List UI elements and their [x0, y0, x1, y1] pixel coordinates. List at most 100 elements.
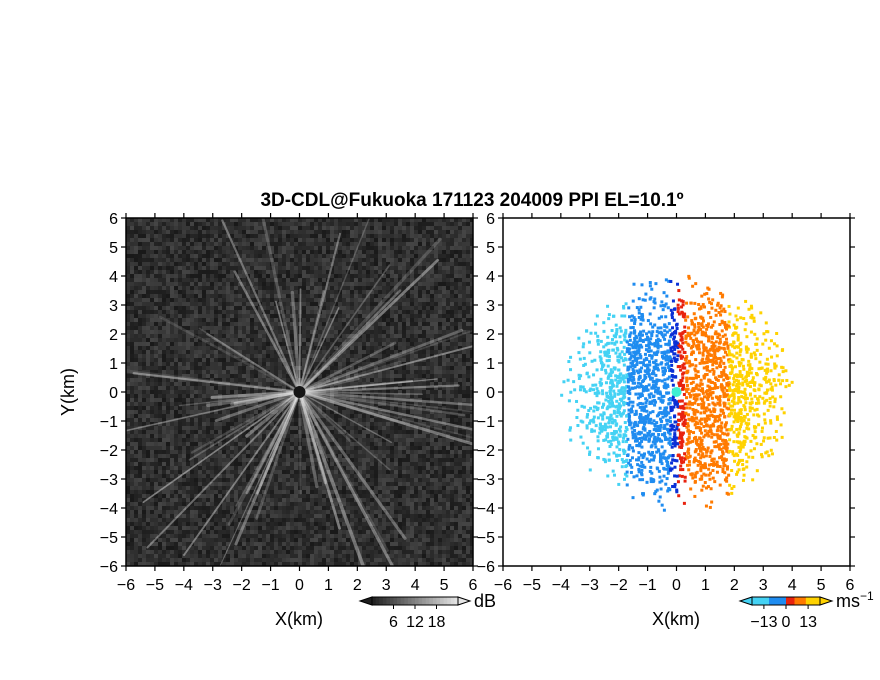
noise-pixel [370, 358, 374, 362]
noise-pixel [262, 430, 266, 434]
noise-pixel [206, 218, 210, 222]
noise-pixel [414, 422, 418, 426]
noise-pixel [394, 350, 398, 354]
noise-pixel [470, 378, 473, 382]
noise-pixel [278, 334, 282, 338]
noise-pixel [350, 330, 354, 334]
noise-pixel [286, 394, 290, 398]
noise-pixel [394, 278, 398, 282]
noise-pixel [458, 366, 462, 370]
noise-pixel [130, 250, 134, 254]
noise-pixel [346, 262, 350, 266]
noise-pixel [230, 434, 234, 438]
noise-pixel [158, 338, 162, 342]
noise-pixel [314, 442, 318, 446]
noise-pixel [182, 390, 186, 394]
noise-pixel [446, 302, 450, 306]
noise-pixel [390, 322, 394, 326]
noise-pixel [222, 322, 226, 326]
noise-pixel [154, 346, 158, 350]
noise-pixel [398, 330, 402, 334]
noise-pixel [386, 382, 390, 386]
noise-pixel [202, 302, 206, 306]
noise-pixel [426, 382, 430, 386]
noise-pixel [298, 322, 302, 326]
noise-pixel [374, 294, 378, 298]
noise-pixel [438, 398, 442, 402]
noise-pixel [330, 354, 334, 358]
noise-pixel [418, 330, 422, 334]
noise-pixel [182, 366, 186, 370]
noise-pixel [414, 354, 418, 358]
noise-pixel [354, 366, 358, 370]
noise-pixel [390, 354, 394, 358]
noise-pixel [318, 286, 322, 290]
noise-pixel [330, 302, 334, 306]
noise-pixel [450, 390, 454, 394]
noise-pixel [334, 358, 338, 362]
noise-pixel [146, 306, 150, 310]
noise-pixel [450, 278, 454, 282]
noise-pixel [274, 222, 278, 226]
noise-pixel [414, 358, 418, 362]
noise-pixel [262, 218, 266, 222]
noise-pixel [362, 234, 366, 238]
noise-pixel [406, 226, 410, 230]
noise-pixel [186, 282, 190, 286]
noise-pixel [226, 438, 230, 442]
noise-pixel [350, 314, 354, 318]
noise-pixel [258, 286, 262, 290]
noise-pixel [286, 422, 290, 426]
noise-pixel [310, 418, 314, 422]
noise-pixel [286, 310, 290, 314]
noise-pixel [142, 350, 146, 354]
noise-pixel [394, 310, 398, 314]
noise-pixel [370, 422, 374, 426]
noise-pixel [134, 330, 138, 334]
noise-pixel [230, 438, 234, 442]
noise-pixel [410, 302, 414, 306]
noise-pixel [462, 354, 466, 358]
noise-pixel [398, 306, 402, 310]
noise-pixel [350, 282, 354, 286]
noise-pixel [182, 394, 186, 398]
noise-pixel [466, 242, 470, 246]
noise-pixel [166, 282, 170, 286]
noise-pixel [286, 334, 290, 338]
noise-pixel [234, 362, 238, 366]
noise-pixel [190, 446, 194, 450]
noise-pixel [126, 242, 130, 246]
noise-pixel [154, 430, 158, 434]
noise-pixel [310, 370, 314, 374]
noise-pixel [274, 250, 278, 254]
noise-pixel [398, 386, 402, 390]
noise-pixel [426, 302, 430, 306]
noise-pixel [422, 274, 426, 278]
noise-pixel [254, 350, 258, 354]
noise-pixel [298, 358, 302, 362]
noise-pixel [238, 402, 242, 406]
noise-pixel [318, 310, 322, 314]
noise-pixel [294, 398, 298, 402]
noise-pixel [162, 246, 166, 250]
noise-pixel [246, 438, 250, 442]
noise-pixel [470, 302, 473, 306]
noise-pixel [446, 278, 450, 282]
noise-pixel [418, 414, 422, 418]
noise-pixel [306, 378, 310, 382]
noise-pixel [318, 234, 322, 238]
noise-pixel [362, 350, 366, 354]
noise-pixel [434, 330, 438, 334]
noise-pixel [302, 218, 306, 222]
noise-pixel [230, 350, 234, 354]
noise-pixel [374, 442, 378, 446]
noise-pixel [274, 294, 278, 298]
noise-pixel [158, 382, 162, 386]
noise-pixel [262, 342, 266, 346]
noise-pixel [282, 418, 286, 422]
noise-pixel [450, 366, 454, 370]
noise-pixel [214, 326, 218, 330]
noise-pixel [414, 366, 418, 370]
noise-pixel [266, 266, 270, 270]
noise-pixel [146, 446, 150, 450]
